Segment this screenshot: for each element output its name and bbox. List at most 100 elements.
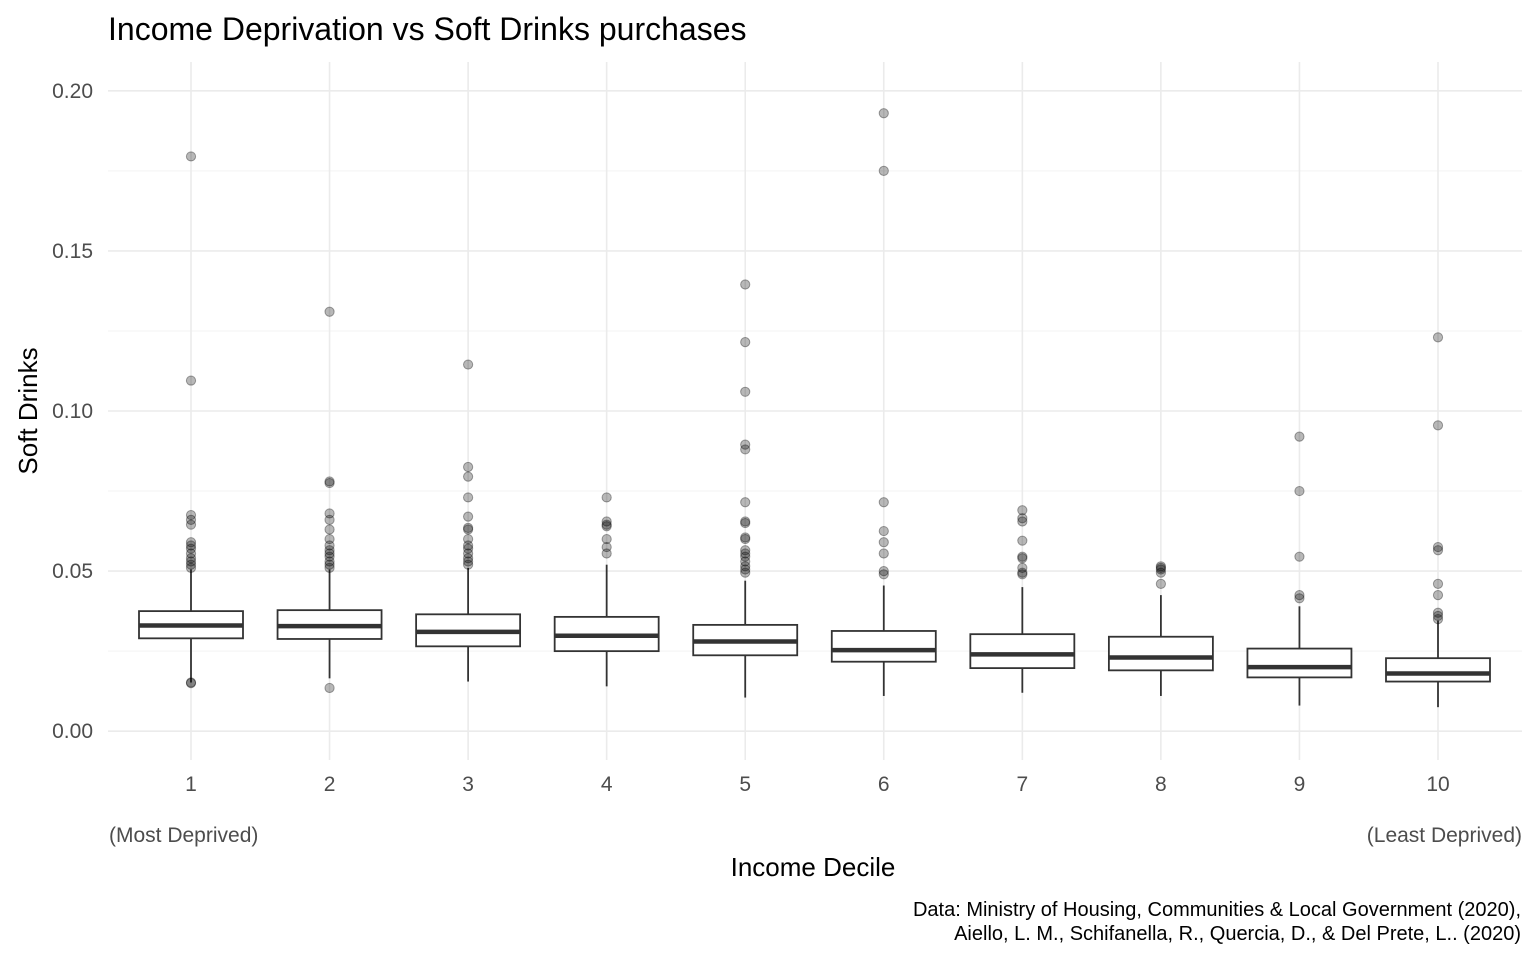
- outlier-point: [740, 517, 751, 529]
- box-decile-3: [415, 567, 522, 682]
- outlier-point: [324, 540, 335, 551]
- box-iqr: [1107, 635, 1214, 672]
- outlier-point: [463, 359, 474, 370]
- outlier-point: [740, 444, 751, 455]
- outlier-point: [185, 556, 197, 567]
- x-tick-label: 10: [1426, 773, 1449, 796]
- outlier-point: [1432, 614, 1444, 625]
- x-axis-label: Income Decile: [731, 852, 896, 882]
- outlier-point: [463, 540, 474, 551]
- chart-title: Income Deprivation vs Soft Drinks purcha…: [108, 11, 746, 47]
- outlier-point: [185, 553, 197, 564]
- x-tick-label: 9: [1294, 773, 1306, 796]
- x-annotation-most-deprived: (Most Deprived): [109, 824, 258, 847]
- outlier-point: [185, 678, 197, 689]
- outlier-point: [463, 461, 474, 473]
- outlier-point: [740, 548, 751, 559]
- outlier-point: [1432, 590, 1444, 601]
- outlier-point: [463, 492, 474, 503]
- outlier-point: [185, 519, 197, 530]
- outlier-point: [1017, 535, 1028, 546]
- axis-layer: 0.00 0.05 0.10 0.15 0.20 1 2 3 4 5 6 7 8 9 10: [52, 80, 1450, 796]
- outlier-point: [1155, 578, 1166, 589]
- outlier-point: [878, 548, 889, 559]
- x-tick-label: 3: [462, 773, 474, 796]
- outlier-point: [463, 543, 474, 554]
- outlier-point: [185, 562, 197, 573]
- outlier-point: [1294, 551, 1305, 562]
- outlier-point: [740, 556, 751, 567]
- outlier-point: [324, 477, 335, 489]
- outlier-layer: [185, 108, 1444, 694]
- y-tick-label: 0.05: [52, 560, 93, 583]
- outlier-point: [185, 509, 197, 521]
- outlier-point: [878, 108, 889, 119]
- outlier-point: [878, 525, 889, 537]
- outlier-point: [601, 533, 612, 545]
- y-tick-label: 0.00: [52, 720, 93, 743]
- outlier-point: [1017, 553, 1028, 564]
- outlier-point: [463, 553, 474, 564]
- outlier-point: [185, 375, 197, 386]
- box-iqr: [830, 630, 937, 663]
- outlier-point: [324, 533, 335, 545]
- outlier-point: [601, 521, 612, 532]
- outlier-point: [1017, 569, 1028, 580]
- outlier-point: [740, 532, 751, 543]
- outlier-point: [878, 497, 889, 508]
- outlier-point: [324, 524, 335, 535]
- outlier-point: [1294, 593, 1305, 604]
- y-tick-label: 0.15: [52, 240, 93, 263]
- box-decile-5: [692, 580, 799, 698]
- outlier-point: [740, 567, 751, 578]
- outlier-point: [740, 533, 751, 545]
- outlier-point: [1017, 513, 1028, 524]
- outlier-point: [1017, 562, 1028, 573]
- outlier-point: [463, 522, 474, 533]
- outlier-point: [740, 564, 751, 575]
- outlier-point: [324, 476, 335, 487]
- y-tick-label: 0.10: [52, 400, 93, 423]
- outlier-point: [185, 537, 197, 548]
- outlier-point: [1432, 578, 1444, 589]
- y-axis-label: Soft Drinks: [13, 347, 43, 474]
- outlier-point: [1294, 485, 1305, 497]
- outlier-point: [324, 514, 335, 525]
- outlier-point: [463, 559, 474, 570]
- box-decile-1: [138, 569, 244, 683]
- outlier-point: [185, 540, 197, 551]
- outlier-point: [185, 677, 197, 688]
- outlier-point: [1017, 551, 1028, 562]
- box-decile-4: [553, 564, 660, 687]
- outlier-point: [324, 562, 335, 573]
- outlier-point: [1432, 545, 1444, 556]
- caption-line-1: Data: Ministry of Housing, Communities &…: [913, 899, 1521, 921]
- outlier-point: [601, 541, 612, 553]
- caption-line-2: Aiello, L. M., Schifanella, R., Quercia,…: [954, 923, 1521, 945]
- box-decile-6: [830, 585, 937, 696]
- outlier-point: [324, 556, 335, 567]
- outlier-point: [185, 514, 197, 525]
- outlier-point: [1432, 610, 1444, 622]
- outlier-point: [463, 471, 474, 482]
- outlier-point: [463, 524, 474, 535]
- outlier-point: [463, 556, 474, 567]
- outlier-point: [185, 151, 197, 162]
- outlier-point: [324, 682, 335, 694]
- outlier-point: [601, 492, 612, 503]
- x-tick-label: 1: [185, 773, 197, 796]
- x-tick-label: 4: [601, 773, 613, 796]
- x-tick-label: 2: [324, 773, 336, 796]
- outlier-point: [1155, 562, 1166, 573]
- outlier-point: [324, 548, 335, 559]
- outlier-point: [463, 548, 474, 559]
- outlier-point: [878, 569, 889, 580]
- outlier-point: [1432, 541, 1444, 553]
- outlier-point: [878, 165, 889, 176]
- outlier-point: [463, 511, 474, 522]
- box-decile-8: [1107, 595, 1214, 696]
- outlier-point: [324, 508, 335, 519]
- x-tick-label: 7: [1016, 773, 1028, 796]
